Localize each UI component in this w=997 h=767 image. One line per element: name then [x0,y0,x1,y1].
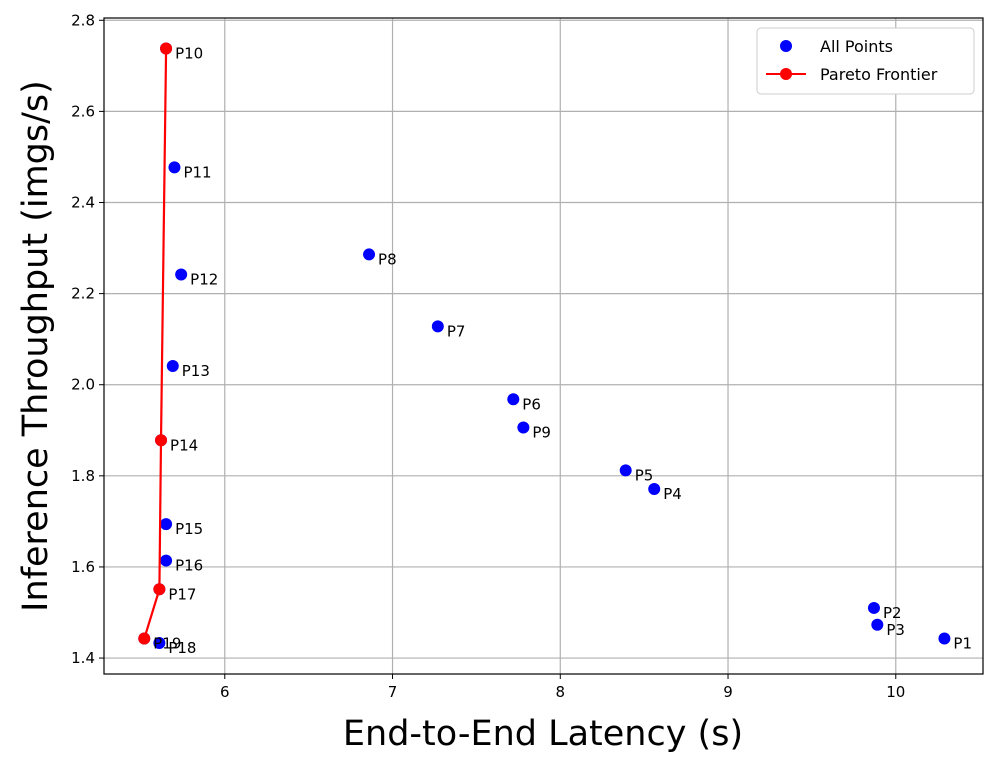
scatter-point-p5 [619,464,632,477]
scatter-point-p15 [160,518,173,531]
y-tick-label: 2.4 [71,194,95,212]
legend-marker-all-points [780,40,792,52]
x-axis-title: End-to-End Latency (s) [343,714,743,754]
scatter-point-p4 [648,483,661,496]
point-label-p2: P2 [883,604,902,622]
scatter-point-p8 [363,248,376,261]
point-label-p11: P11 [183,163,211,181]
point-label-p5: P5 [635,466,654,484]
legend-box [756,27,975,95]
x-tick-label: 10 [886,683,905,701]
point-label-p12: P12 [190,270,218,288]
axis-ticks: 6 7 8 9 10 1.4 1.6 1.8 2.0 2.2 2.4 2.6 2.8 [71,11,905,701]
scatter-point-p11 [168,161,181,174]
scatter-point-p13 [166,360,179,373]
point-label-p7: P7 [447,322,466,340]
x-tick-label: 8 [556,683,566,701]
grid [104,18,983,674]
scatter-point-p16 [160,554,173,567]
scatter-point-p9 [517,421,530,434]
legend-label-pareto: Pareto Frontier [820,65,938,84]
point-label-p4: P4 [663,485,682,503]
point-label-p16: P16 [175,557,203,575]
plot-frame [103,17,984,675]
y-tick-label: 2.8 [71,11,95,29]
scatter-point-p3 [871,618,884,631]
legend-marker-pareto [780,68,792,80]
y-tick-label: 2.2 [71,285,95,303]
point-label-p19: P19 [153,634,181,652]
y-tick-label: 1.4 [71,649,95,667]
legend: All Points Pareto Frontier [756,27,975,95]
pareto-point-p17 [153,583,166,596]
scatter-point-p6 [507,393,520,406]
x-tick-label: 9 [723,683,733,701]
point-label-p17: P17 [168,585,196,603]
point-label-p8: P8 [378,250,397,268]
scatter-point-p18 [153,637,166,650]
scatter-point-p2 [867,601,880,614]
point-label-p15: P15 [175,520,203,538]
x-tick-label: 6 [220,683,230,701]
point-label-p1: P1 [953,634,972,652]
x-tick-label: 7 [388,683,398,701]
y-tick-label: 1.8 [71,467,95,485]
y-tick-label: 2.0 [71,376,95,394]
point-label-p9: P9 [532,424,551,442]
point-label-p3: P3 [886,621,905,639]
pareto-point-p14 [155,434,168,447]
legend-label-all-points: All Points [820,37,893,56]
pareto-frontier-layer [138,42,173,645]
pareto-frontier-line [143,48,168,639]
point-label-p6: P6 [522,395,541,413]
y-tick-label: 1.6 [71,558,95,576]
pareto-point-p10 [160,42,173,55]
point-label-p10: P10 [175,45,203,63]
point-label-p18: P18 [168,639,196,657]
y-tick-label: 2.6 [71,102,95,120]
point-label-p13: P13 [182,362,210,380]
point-label-p14: P14 [170,436,198,454]
y-axis-title: Inference Throughput (imgs/s) [16,80,56,612]
scatter-point-p1 [938,632,951,645]
pareto-point-p19 [138,632,151,645]
scatter-point-p7 [431,320,444,333]
scatter-point-p12 [175,268,188,281]
